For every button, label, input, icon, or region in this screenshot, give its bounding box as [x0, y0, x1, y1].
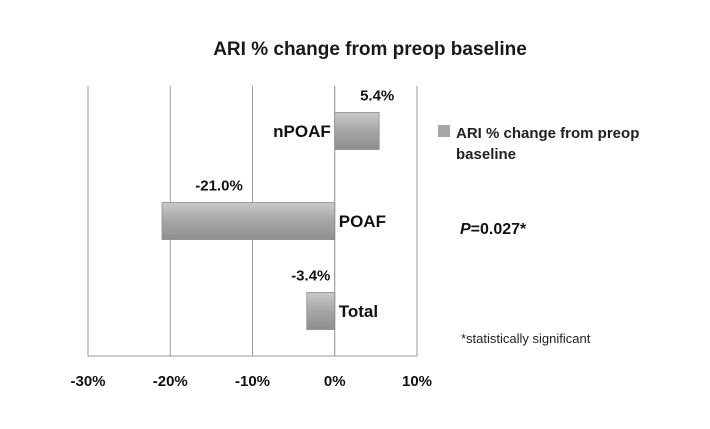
bar [334, 112, 380, 150]
category-label: POAF [339, 212, 386, 231]
legend-swatch [438, 125, 450, 137]
x-axis-ticks: -30% -20% -10% 0% 10% [70, 373, 432, 390]
significance-note: *statistically significant [461, 331, 591, 346]
bar [161, 202, 336, 240]
data-label: -21.0% [195, 178, 243, 195]
bars: 5.4% nPOAF -21.0% POAF -3.4% Total [161, 88, 394, 330]
x-tick-label: 0% [324, 373, 346, 390]
data-label: -3.4% [291, 268, 330, 285]
legend-label: ARI % change from preop baseline [456, 125, 639, 163]
x-tick-label: -20% [153, 373, 188, 390]
p-value-symbol: P [460, 221, 471, 238]
p-value-annotation: P=0.027* [460, 221, 527, 238]
p-value-text: =0.027* [471, 221, 527, 238]
data-label: 5.4% [360, 88, 394, 105]
chart-title: ARI % change from preop baseline [213, 39, 527, 60]
x-tick-label: 10% [402, 373, 432, 390]
bar [306, 292, 336, 330]
category-label: Total [339, 302, 378, 321]
legend: ARI % change from preop baseline [438, 125, 639, 163]
x-tick-label: -10% [235, 373, 270, 390]
category-label: nPOAF [273, 122, 331, 141]
x-tick-label: -30% [70, 373, 105, 390]
